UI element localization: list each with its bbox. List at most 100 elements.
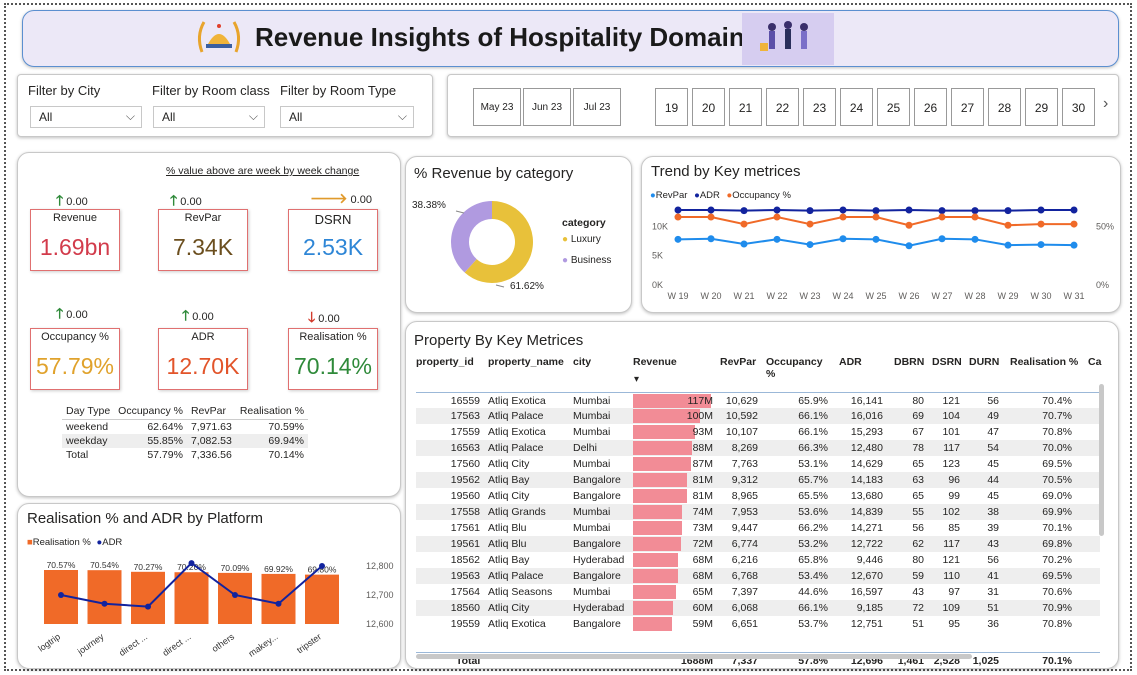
- week-button[interactable]: 19: [655, 88, 688, 126]
- card-value: 12.70K: [166, 353, 240, 379]
- horizontal-scrollbar[interactable]: [416, 654, 972, 659]
- kpi-change: 🡒 0.00: [310, 190, 372, 206]
- table-cell: 67: [912, 426, 924, 438]
- table-cell: 45: [987, 458, 999, 470]
- week-button[interactable]: 29: [1025, 88, 1058, 126]
- arrow-down-icon: 🡓: [308, 309, 316, 325]
- month-button[interactable]: Jul 23: [573, 88, 621, 126]
- week-button[interactable]: 30: [1062, 88, 1095, 126]
- column-header[interactable]: DURN: [969, 356, 1000, 368]
- week-button[interactable]: 21: [729, 88, 762, 126]
- city-filter-dropdown[interactable]: All ⌵: [30, 106, 142, 128]
- x-tick-label: direct ...: [161, 631, 193, 658]
- week-button[interactable]: 20: [692, 88, 725, 126]
- column-header[interactable]: Occupancy %: [766, 356, 823, 380]
- x-tick-label: W 24: [832, 291, 853, 301]
- y-tick-label: 5K: [652, 251, 663, 261]
- week-button[interactable]: 26: [914, 88, 947, 126]
- column-header[interactable]: Realisation %: [1010, 356, 1079, 368]
- sort-desc-icon[interactable]: ▾: [634, 374, 640, 385]
- week-button[interactable]: 25: [877, 88, 910, 126]
- week-button[interactable]: 27: [951, 88, 984, 126]
- table-cell: 53.6%: [798, 506, 828, 518]
- table-row[interactable]: 17558 Atliq Grands Mumbai 74M 7,953 53.6% 14,8…: [416, 504, 1100, 520]
- column-header[interactable]: property_name: [488, 356, 564, 368]
- table-row[interactable]: 18562 Atliq Bay Hyderabad 68M 6,216 65.8% 9,44…: [416, 552, 1100, 568]
- table-cell: Bangalore: [573, 474, 621, 486]
- table-cell: 43: [912, 586, 924, 598]
- column-header[interactable]: city: [573, 356, 592, 368]
- month-button[interactable]: May 23: [473, 88, 521, 126]
- room-class-filter-dropdown[interactable]: All ⌵: [153, 106, 265, 128]
- revenue-bar: [633, 489, 687, 503]
- week-button[interactable]: 28: [988, 88, 1021, 126]
- table-cell: 104: [942, 410, 960, 422]
- table-row[interactable]: 17560 Atliq City Mumbai 87M 7,763 53.1% 14,629…: [416, 456, 1100, 472]
- data-point: [1070, 220, 1078, 228]
- card-title: ADR: [191, 331, 215, 343]
- week-button[interactable]: 22: [766, 88, 799, 126]
- table-row[interactable]: 19563 Atliq Palace Bangalore 68M 6,768 53.4% 1…: [416, 568, 1100, 584]
- revenue-bar: [633, 505, 682, 519]
- table-row[interactable]: 17559 Atliq Exotica Mumbai 93M 10,107 66.1% 15…: [416, 424, 1100, 440]
- column-header[interactable]: DBRN: [894, 356, 925, 368]
- week-button[interactable]: 24: [840, 88, 873, 126]
- kpi-change: 🡓 0.00: [308, 309, 340, 325]
- revenue-bar: [633, 521, 682, 535]
- month-button[interactable]: Jun 23: [523, 88, 571, 126]
- revenue-bar: [633, 441, 692, 455]
- arrow-up-icon: 🡑: [170, 192, 178, 208]
- column-header: RevPar: [190, 405, 226, 417]
- table-cell: 73M: [692, 522, 713, 534]
- table-cell: 41: [987, 570, 999, 582]
- room-class-filter-label: Filter by Room class: [152, 83, 270, 98]
- table-cell: 47: [987, 426, 999, 438]
- table-cell: 12,670: [850, 570, 883, 582]
- card-title: Occupancy %: [41, 331, 109, 343]
- team-illustration: [742, 13, 834, 65]
- column-header[interactable]: property_id: [416, 356, 474, 368]
- vertical-scrollbar[interactable]: [1099, 384, 1104, 536]
- table-cell: Atliq City: [488, 602, 530, 614]
- revenue-card[interactable]: Revenue 1.69bn: [30, 209, 120, 271]
- data-point: [806, 220, 814, 228]
- column-header[interactable]: ADR: [839, 356, 862, 368]
- table-cell: 121: [942, 554, 960, 566]
- platform-chart: Realisation % and ADR by Platform ■Reali…: [17, 503, 401, 669]
- column-header[interactable]: RevPar: [720, 356, 757, 368]
- table-cell: Hyderabad: [573, 602, 625, 614]
- table-row[interactable]: 19560 Atliq City Bangalore 81M 8,965 65.5% 13,…: [416, 488, 1100, 504]
- table-row[interactable]: 17563 Atliq Palace Mumbai 100M 10,592 66.1% 16…: [416, 408, 1100, 424]
- revpar-card[interactable]: RevPar 7.34K: [158, 209, 248, 271]
- dsrn-card[interactable]: DSRN 2.53K: [288, 209, 378, 271]
- card-title: Revenue: [52, 212, 98, 224]
- table-cell: 66.3%: [798, 442, 828, 454]
- table-row[interactable]: 16559 Atliq Exotica Mumbai 117M 10,629 65.9% 1…: [416, 392, 1100, 408]
- table-cell: 45: [987, 490, 999, 502]
- realisation-card[interactable]: Realisation % 70.14%: [288, 328, 378, 390]
- room-type-filter-dropdown[interactable]: All ⌵: [280, 106, 414, 128]
- table-row[interactable]: 19559 Atliq Exotica Bangalore 59M 6,651 53.7%…: [416, 616, 1100, 632]
- occupancy-card[interactable]: Occupancy % 57.79%: [30, 328, 120, 390]
- table-cell: Mumbai: [573, 522, 611, 534]
- table-cell: 53.1%: [798, 458, 828, 470]
- adr-point: [275, 600, 282, 607]
- data-label: 70.27%: [134, 562, 163, 572]
- column-header[interactable]: DSRN: [932, 356, 962, 368]
- table-cell: 66.2%: [798, 522, 828, 534]
- adr-card[interactable]: ADR 12.70K: [158, 328, 248, 390]
- table-row[interactable]: 19562 Atliq Bay Bangalore 81M 9,312 65.7% 14,1…: [416, 472, 1100, 488]
- table-row[interactable]: 16563 Atliq Palace Delhi 88M 8,269 66.3% 12,48…: [416, 440, 1100, 456]
- table-row[interactable]: 17561 Atliq Blu Mumbai 73M 9,447 66.2% 14,271 5…: [416, 520, 1100, 536]
- table-row[interactable]: 17564 Atliq Seasons Mumbai 65M 7,397 44.6% 16,…: [416, 584, 1100, 600]
- column-header[interactable]: Revenue: [633, 356, 677, 368]
- data-label: 69.92%: [264, 564, 293, 574]
- table-cell: 8,269: [731, 442, 758, 454]
- chevron-right-icon[interactable]: ›: [1103, 95, 1109, 112]
- table-row[interactable]: 18560 Atliq City Hyderabad 60M 6,068 66.1% 9,1…: [416, 600, 1100, 616]
- adr-point: [58, 592, 64, 598]
- table-row[interactable]: 19561 Atliq Blu Bangalore 72M 6,774 53.2% 12,7…: [416, 536, 1100, 552]
- column-header[interactable]: Ca: [1088, 356, 1102, 368]
- week-button[interactable]: 23: [803, 88, 836, 126]
- table-cell: 56: [912, 522, 924, 534]
